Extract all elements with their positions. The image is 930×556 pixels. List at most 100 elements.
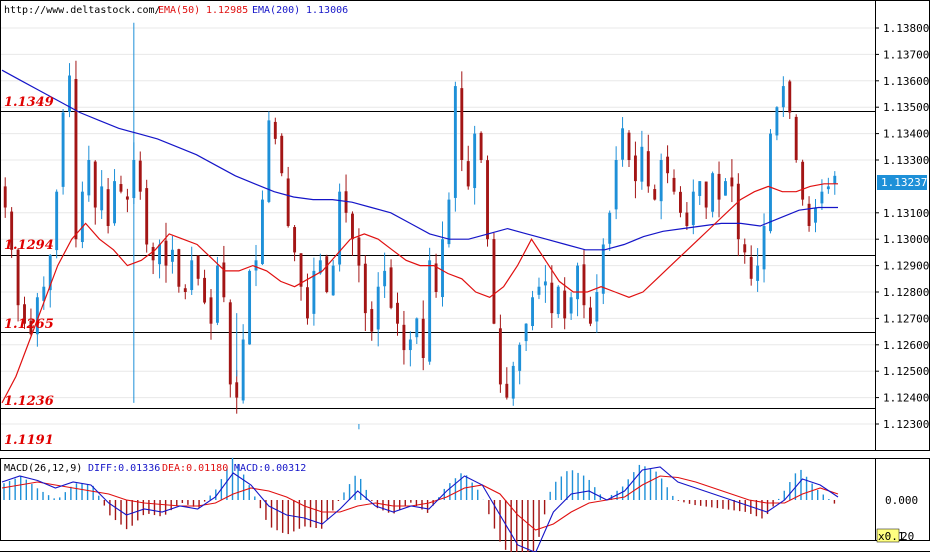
- candle-body: [576, 265, 580, 300]
- candle-body: [724, 181, 727, 196]
- candle-body: [691, 191, 695, 226]
- candle-body: [396, 302, 399, 324]
- candle-body: [479, 132, 483, 160]
- candle-body: [415, 318, 419, 338]
- candle-body: [524, 323, 528, 342]
- candle-body: [376, 286, 380, 330]
- ema50-line: [1, 183, 838, 404]
- candle-body: [370, 309, 374, 332]
- candle-body: [775, 107, 779, 136]
- candle-body: [42, 286, 46, 301]
- candle-body: [113, 181, 116, 224]
- candle-body: [434, 263, 438, 292]
- candle-body: [190, 260, 194, 291]
- ema-lines: [1, 69, 838, 404]
- candle-body: [254, 260, 258, 271]
- ema200-line: [1, 69, 838, 251]
- candle-body: [743, 244, 747, 253]
- candle-body: [466, 161, 470, 187]
- candle-body: [781, 86, 785, 108]
- candle-body: [749, 257, 753, 279]
- candle-body: [228, 302, 232, 385]
- candle-body: [196, 255, 200, 279]
- candle-body: [769, 133, 772, 232]
- candle-body: [498, 328, 502, 385]
- candle-body: [428, 260, 432, 362]
- candle-body: [318, 260, 322, 274]
- candle-body: [627, 132, 631, 160]
- candle-body: [383, 270, 387, 287]
- candle-body: [537, 286, 541, 295]
- candle-body: [447, 199, 451, 245]
- candle-body: [10, 211, 14, 250]
- candle-body: [61, 112, 65, 187]
- candle-body: [704, 181, 708, 208]
- candle-body: [151, 246, 155, 261]
- candle-body: [736, 183, 740, 240]
- candle-body: [543, 281, 547, 286]
- candle-body: [814, 207, 817, 223]
- level-label: 1.1294: [4, 238, 54, 253]
- candle-body: [569, 297, 573, 314]
- candle-body: [16, 249, 20, 306]
- candle-body: [106, 189, 110, 226]
- candle-body: [588, 307, 592, 324]
- candle-body: [421, 318, 425, 358]
- candle-body: [267, 120, 271, 202]
- candle-body: [357, 237, 361, 266]
- candle-body: [833, 175, 837, 184]
- macd-dea: DEA:0.01180: [162, 463, 228, 474]
- candle-body: [68, 75, 71, 112]
- candle-body: [280, 135, 284, 174]
- macd-title: MACD(26,12,9): [4, 463, 82, 474]
- candle-body: [306, 287, 309, 319]
- macd-value: MACD:0.00312: [234, 463, 306, 474]
- macd-scale-label: x0.1: [878, 530, 905, 543]
- candle-body: [203, 277, 207, 303]
- y-tick-label: 1.13000: [883, 233, 929, 246]
- candle-body: [601, 244, 605, 294]
- candle-body: [235, 382, 239, 398]
- candle-body: [801, 161, 805, 200]
- candle-body: [338, 191, 342, 265]
- candle-body: [518, 344, 522, 371]
- candle-body: [826, 186, 830, 190]
- level-label: 1.1191: [4, 433, 54, 448]
- macd-axis-frame: [875, 458, 930, 541]
- candle-body: [260, 199, 264, 265]
- current-price-tag: [877, 175, 927, 190]
- candle-body: [55, 191, 59, 251]
- candle-body: [125, 196, 129, 200]
- candle-body: [730, 177, 734, 187]
- price-axis-ticks: 1.13800 1.13700 1.13600 1.13500 1.13400 1.133…: [875, 22, 929, 431]
- source-url: http://www.deltastock.com/: [4, 5, 161, 16]
- candle-body: [678, 191, 682, 213]
- candle-body: [653, 189, 657, 200]
- candle-body: [711, 173, 715, 212]
- candle-body: [183, 288, 187, 292]
- candles: [3, 22, 837, 430]
- candle-body: [672, 177, 676, 192]
- y-tick-label: 1.12500: [883, 365, 929, 378]
- candle-body: [177, 249, 181, 287]
- candle-body: [312, 270, 316, 314]
- candle-body: [331, 265, 335, 296]
- candle-body: [659, 160, 663, 202]
- candle-body: [29, 320, 33, 335]
- candle-body: [215, 265, 219, 323]
- y-tick-label: 1.12900: [883, 260, 929, 273]
- macd-lines: [1, 466, 839, 554]
- candle-body: [762, 226, 766, 270]
- candle-body: [614, 160, 618, 210]
- price-panel-frame: [0, 0, 876, 451]
- candle-body: [473, 133, 477, 189]
- macd-scale-box: [876, 528, 900, 543]
- candle-body: [666, 156, 670, 174]
- candle-body: [402, 324, 406, 351]
- y-tick-label: 1.12600: [883, 339, 929, 352]
- candle-body: [48, 255, 52, 291]
- candle-body: [717, 173, 721, 200]
- level-label: 1.1349: [4, 95, 54, 110]
- level-lines: [1, 111, 875, 409]
- candle-body: [344, 191, 348, 213]
